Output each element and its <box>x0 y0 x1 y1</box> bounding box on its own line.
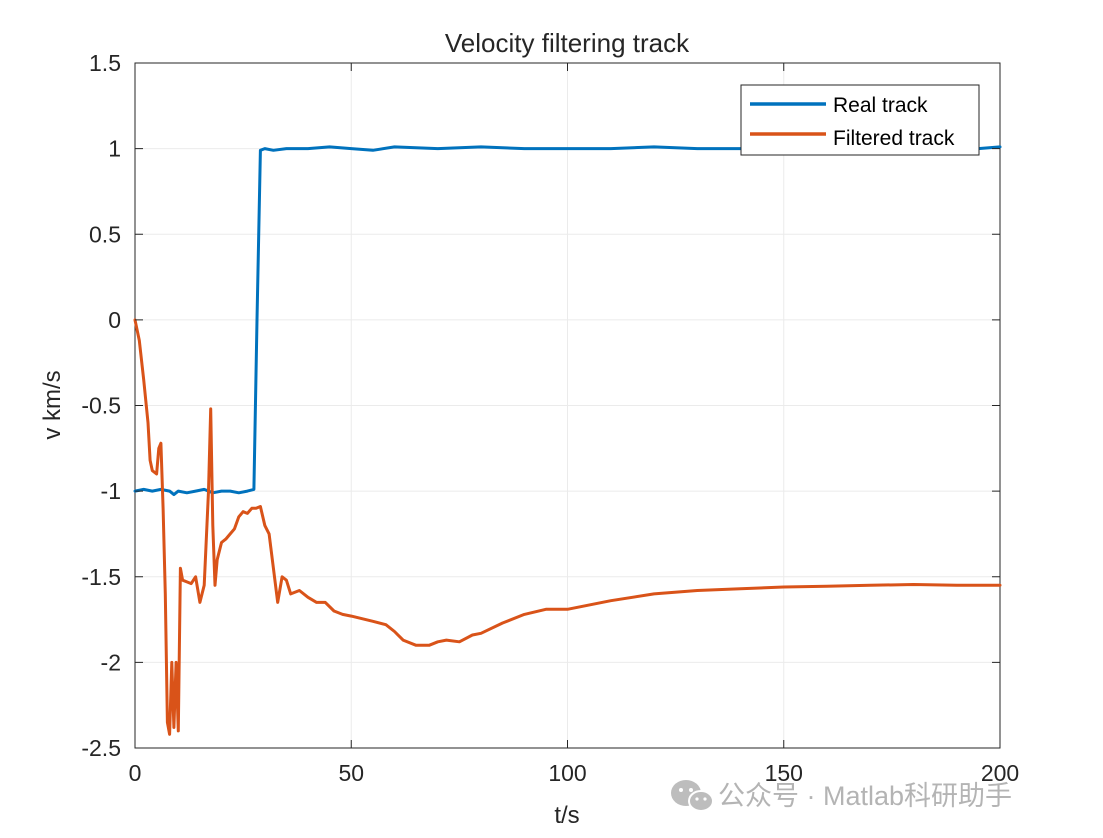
watermark: 公众号 · Matlab科研助手 <box>671 780 1012 812</box>
chart-title: Velocity filtering track <box>445 28 690 58</box>
legend-label-real-track: Real track <box>833 94 928 117</box>
x-tick-label: 200 <box>981 760 1019 786</box>
y-tick-label: -2 <box>101 649 121 675</box>
y-tick-label: 1 <box>108 136 121 162</box>
x-tick-label: 0 <box>129 760 142 786</box>
x-tick-label: 50 <box>338 760 364 786</box>
y-tick-label: -2.5 <box>81 735 121 761</box>
legend: Real track Filtered track <box>740 84 980 156</box>
series-line-filtered-track <box>133 318 1002 736</box>
y-tick-label: -1 <box>101 478 121 504</box>
y-axis-label: v km/s <box>39 370 66 439</box>
x-tick-label: 150 <box>765 760 803 786</box>
y-tick-label: 0 <box>108 307 121 333</box>
x-axis-label: t/s <box>554 802 579 829</box>
legend-label-filtered-track: Filtered track <box>833 127 955 150</box>
x-tick-label: 100 <box>548 760 586 786</box>
wechat-icon <box>671 780 714 812</box>
watermark-text: 公众号 · Matlab科研助手 <box>718 781 1012 811</box>
y-tick-label: -0.5 <box>81 393 121 419</box>
tick-labels: 0 50 100 150 200 -2.5 -2 -1.5 -1 -0.5 0 0.5 1 1.5 <box>81 50 1019 786</box>
y-tick-label: 0.5 <box>89 221 121 247</box>
y-tick-label: -1.5 <box>81 564 121 590</box>
y-tick-label: 1.5 <box>89 50 121 76</box>
legend-box <box>740 84 980 156</box>
